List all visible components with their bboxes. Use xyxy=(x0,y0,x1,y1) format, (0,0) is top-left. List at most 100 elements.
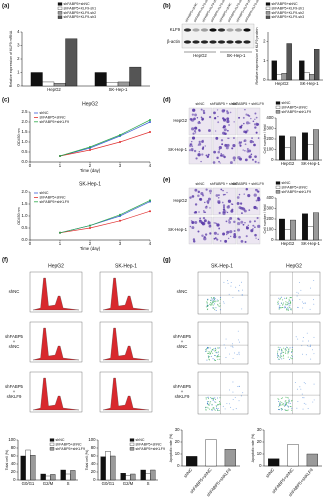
event-dot xyxy=(214,301,216,303)
stained-cell xyxy=(251,158,254,161)
event-dot xyxy=(281,302,283,304)
event-dot xyxy=(289,403,291,405)
event-dot xyxy=(278,308,280,310)
event-dot xyxy=(212,399,214,401)
stained-cell xyxy=(241,212,243,214)
event-dot xyxy=(302,353,304,355)
event-dot xyxy=(232,381,234,383)
event-dot xyxy=(217,356,219,358)
event-dot xyxy=(217,304,219,306)
event-dot xyxy=(291,358,293,360)
dot-plot-frame xyxy=(269,271,321,315)
y-tick-label: 0.0 xyxy=(22,237,29,242)
stained-cell xyxy=(216,156,219,160)
stained-cell xyxy=(188,149,192,152)
event-dot xyxy=(302,340,304,342)
stained-cell xyxy=(200,221,204,225)
event-dot xyxy=(283,357,285,359)
stained-cell xyxy=(217,150,221,154)
stained-cell xyxy=(198,211,200,213)
stained-cell xyxy=(257,137,260,139)
event-dot xyxy=(206,309,208,311)
stained-cell xyxy=(245,188,249,191)
event-dot xyxy=(291,356,293,358)
stained-cell xyxy=(255,237,257,239)
event-dot xyxy=(232,399,234,400)
event-dot xyxy=(302,337,304,339)
event-dot xyxy=(218,306,220,308)
stained-cell xyxy=(246,129,249,132)
event-dot xyxy=(280,349,282,351)
event-dot xyxy=(287,405,289,407)
event-dot xyxy=(212,358,214,360)
stained-cell xyxy=(204,233,208,236)
y-tick-label: 10 xyxy=(257,451,262,456)
y-tick-label: 40 xyxy=(91,461,96,466)
series-line xyxy=(59,201,151,234)
y-tick-label: 0 xyxy=(13,477,16,482)
blot-band xyxy=(192,40,200,44)
blot-band xyxy=(192,28,200,32)
event-dot xyxy=(242,392,244,394)
stained-cell xyxy=(197,230,200,233)
event-dot xyxy=(217,347,219,349)
y-tick-label: 80 xyxy=(11,445,16,450)
stained-cell xyxy=(189,196,192,199)
stained-cell xyxy=(257,238,259,240)
event-dot xyxy=(291,346,293,348)
event-dot xyxy=(209,402,211,404)
legend-label: shFABP5+KLF9-sh3 xyxy=(272,15,305,19)
event-dot xyxy=(213,297,215,299)
event-dot xyxy=(277,302,279,304)
x-tick-label: SK-Hep-1 xyxy=(109,87,128,92)
blot-band xyxy=(200,40,209,44)
stained-cell xyxy=(193,117,196,121)
legend-label: shFABP5+shKLF9 xyxy=(40,120,69,124)
legend-swatch xyxy=(275,185,281,189)
event-dot xyxy=(280,408,282,410)
bar xyxy=(307,144,314,161)
blot-band xyxy=(209,40,217,44)
stained-cell xyxy=(242,207,246,211)
stained-cell xyxy=(208,189,212,193)
y-tick-label: 0.5 xyxy=(22,225,29,230)
event-dot xyxy=(278,358,280,360)
stained-cell xyxy=(257,123,260,126)
legend-label: shFABP5+shKLF9 xyxy=(282,110,311,114)
event-dot xyxy=(218,300,220,302)
event-dot xyxy=(285,409,287,411)
event-dot xyxy=(287,397,289,399)
bar xyxy=(304,72,310,81)
panel-letter: (d) xyxy=(163,98,171,104)
stained-cell xyxy=(248,122,251,124)
stained-cell xyxy=(195,157,198,160)
event-dot xyxy=(312,349,314,351)
stained-cell xyxy=(256,207,258,209)
event-dot xyxy=(222,405,224,407)
legend-label: shFABP5+shKLF9 xyxy=(40,200,69,204)
event-dot xyxy=(207,407,209,409)
stained-cell xyxy=(247,193,251,198)
event-dot xyxy=(213,348,215,350)
stained-cell xyxy=(209,192,212,195)
stained-cell xyxy=(203,235,206,239)
event-dot xyxy=(286,346,288,348)
stained-cell xyxy=(251,137,253,139)
event-dot xyxy=(207,352,209,354)
x-tick-label: 4 xyxy=(149,241,152,246)
y-tick-label: 1 xyxy=(17,70,20,75)
legend-label: shFABP5+shNC xyxy=(282,105,308,109)
event-dot xyxy=(282,303,284,305)
stained-cell xyxy=(245,121,250,125)
y-tick-label: 100 xyxy=(266,227,274,232)
event-dot xyxy=(215,347,217,349)
event-dot xyxy=(232,346,234,348)
event-dot xyxy=(294,382,296,383)
stained-cell xyxy=(198,140,201,144)
x-tick-label: G0/G1 xyxy=(22,481,35,486)
stained-cell xyxy=(227,237,230,240)
bar xyxy=(302,132,308,161)
event-dot xyxy=(212,300,214,302)
event-dot xyxy=(241,294,243,296)
event-dot xyxy=(212,407,214,409)
